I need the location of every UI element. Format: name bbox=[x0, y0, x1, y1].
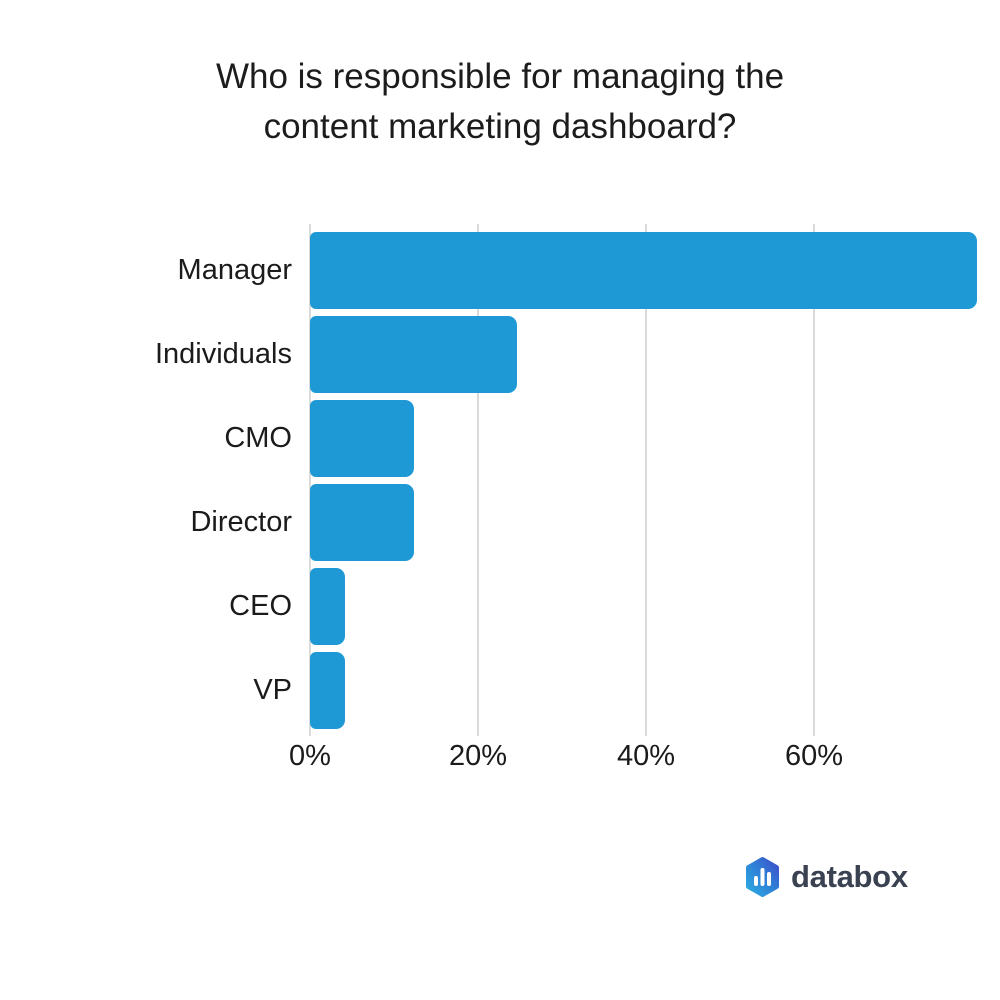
chart-plot-area bbox=[309, 224, 815, 736]
databox-logo-text: databox bbox=[791, 859, 908, 894]
bar-row: Director bbox=[0, 480, 1000, 564]
bar-track bbox=[310, 231, 1000, 309]
bar-row: CEO bbox=[0, 564, 1000, 648]
category-label: CMO bbox=[224, 421, 292, 454]
gridline bbox=[309, 224, 311, 736]
bar-track bbox=[310, 483, 1000, 561]
bar-track bbox=[310, 399, 1000, 477]
bar-row: Manager bbox=[0, 228, 1000, 312]
bar bbox=[310, 651, 345, 729]
x-axis: 0% 20% 40% 60% bbox=[289, 740, 843, 780]
x-axis-tick-label: 60% bbox=[784, 740, 844, 772]
bar-row: Individuals bbox=[0, 312, 1000, 396]
x-axis-tick-label: 0% bbox=[289, 740, 331, 772]
category-label: Individuals bbox=[154, 337, 292, 370]
databox-hexagon-icon bbox=[746, 857, 779, 897]
page-title: Who is responsible for managing the cont… bbox=[215, 57, 785, 146]
bar bbox=[310, 315, 517, 393]
bar bbox=[310, 399, 414, 477]
category-label: Manager bbox=[177, 253, 292, 286]
x-axis-tick-label: 40% bbox=[616, 740, 676, 772]
gridline bbox=[477, 224, 479, 736]
category-label: Director bbox=[190, 505, 292, 538]
category-label: VP bbox=[253, 673, 292, 706]
bar-track bbox=[310, 567, 1000, 645]
bar-row: VP bbox=[0, 648, 1000, 732]
chart-rows: Manager Individuals CMO Director CEO VP bbox=[0, 228, 1000, 732]
bar-track bbox=[310, 315, 1000, 393]
bar bbox=[310, 567, 345, 645]
gridline bbox=[645, 224, 647, 736]
databox-logo: databox bbox=[746, 857, 908, 897]
bar bbox=[310, 483, 414, 561]
bar-row: CMO bbox=[0, 396, 1000, 480]
bar-chart: Manager Individuals CMO Director CEO VP 0% 20%… bbox=[0, 224, 1000, 788]
category-label: CEO bbox=[229, 589, 292, 622]
x-axis-tick-label: 20% bbox=[448, 740, 508, 772]
gridline bbox=[813, 224, 815, 736]
bar-track bbox=[310, 651, 1000, 729]
bar bbox=[310, 231, 977, 309]
